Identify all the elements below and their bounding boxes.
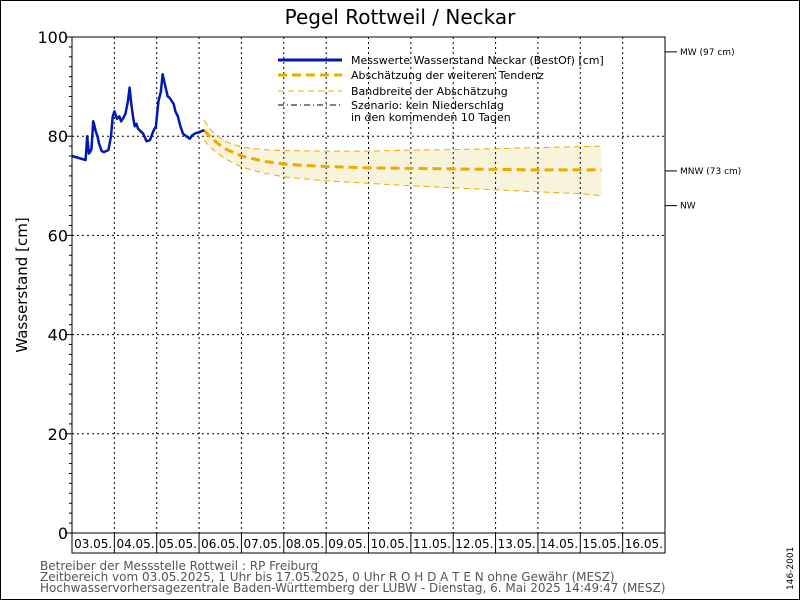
legend: Messwerte Wasserstand Neckar (BestOf) [c… bbox=[278, 54, 604, 124]
y-tick-label: 0 bbox=[58, 524, 68, 543]
series-measured bbox=[71, 72, 205, 162]
legend-label: Messwerte Wasserstand Neckar (BestOf) [c… bbox=[351, 54, 604, 67]
y-tick-label: 60 bbox=[48, 226, 68, 245]
y-tick-label: 40 bbox=[48, 326, 68, 345]
legend-label: Abschätzung der weiteren Tendenz bbox=[351, 69, 544, 82]
band-area bbox=[204, 120, 602, 196]
x-tick-label: 13.05. bbox=[498, 537, 536, 551]
y-tick-label: 20 bbox=[48, 425, 68, 444]
series-band-lower bbox=[203, 139, 602, 197]
x-tick-labels: 03.05. 04.05. 05.05. 06.05. 07.05. 08.05. 09.0… bbox=[74, 537, 663, 551]
x-tick-label: 09.05. bbox=[328, 537, 366, 551]
y-tick-labels: 0 20 40 60 80 100 bbox=[37, 28, 68, 543]
x-tick-label: 04.05. bbox=[116, 537, 154, 551]
side-code: 146-2001 bbox=[786, 547, 796, 590]
legend-label: Szenario: kein Niederschlag bbox=[351, 99, 504, 112]
y-tick-label: 80 bbox=[48, 127, 68, 146]
x-tick-label: 12.05. bbox=[455, 537, 493, 551]
x-tick-label: 08.05. bbox=[286, 537, 324, 551]
reference-label: MW (97 cm) bbox=[680, 48, 735, 58]
series-band-upper bbox=[203, 120, 602, 152]
footer-time-range: Zeitbereich vom 03.05.2025, 1 Uhr bis 17… bbox=[40, 570, 615, 584]
reference-levels: MW (97 cm) MNW (73 cm) NW bbox=[665, 48, 741, 212]
plot-background bbox=[72, 37, 665, 533]
x-tick-label: 10.05. bbox=[371, 537, 409, 551]
grid-lines bbox=[72, 37, 665, 533]
y-axis-label: Wasserstand [cm] bbox=[13, 217, 31, 352]
x-tick-label: 05.05. bbox=[159, 537, 197, 551]
legend-label: Bandbreite der Abschätzung bbox=[351, 85, 508, 98]
x-tick-label: 11.05. bbox=[413, 537, 451, 551]
reference-label: NW bbox=[680, 202, 696, 212]
x-tick-label: 07.05. bbox=[244, 537, 282, 551]
footer-publisher: Hochwasservorhersagezentrale Baden-Württ… bbox=[40, 581, 665, 595]
legend-label: in den kommenden 10 Tagen bbox=[351, 111, 511, 124]
axes bbox=[65, 36, 666, 554]
series-forecast bbox=[203, 129, 602, 172]
chart-title: Pegel Rottweil / Neckar bbox=[285, 5, 516, 29]
x-tick-label: 03.05. bbox=[74, 537, 112, 551]
x-tick-label: 14.05. bbox=[540, 537, 578, 551]
footer-operator: Betreiber der Messstelle Rottweil : RP F… bbox=[40, 559, 318, 573]
reference-label: MNW (73 cm) bbox=[680, 167, 741, 177]
y-tick-label: 100 bbox=[37, 28, 68, 47]
series-lines bbox=[71, 72, 602, 197]
forecast-band-fill bbox=[204, 120, 602, 196]
x-tick-label: 15.05. bbox=[582, 537, 620, 551]
x-tick-label: 06.05. bbox=[201, 537, 239, 551]
plot-area bbox=[72, 37, 665, 533]
x-tick-label: 16.05. bbox=[625, 537, 663, 551]
